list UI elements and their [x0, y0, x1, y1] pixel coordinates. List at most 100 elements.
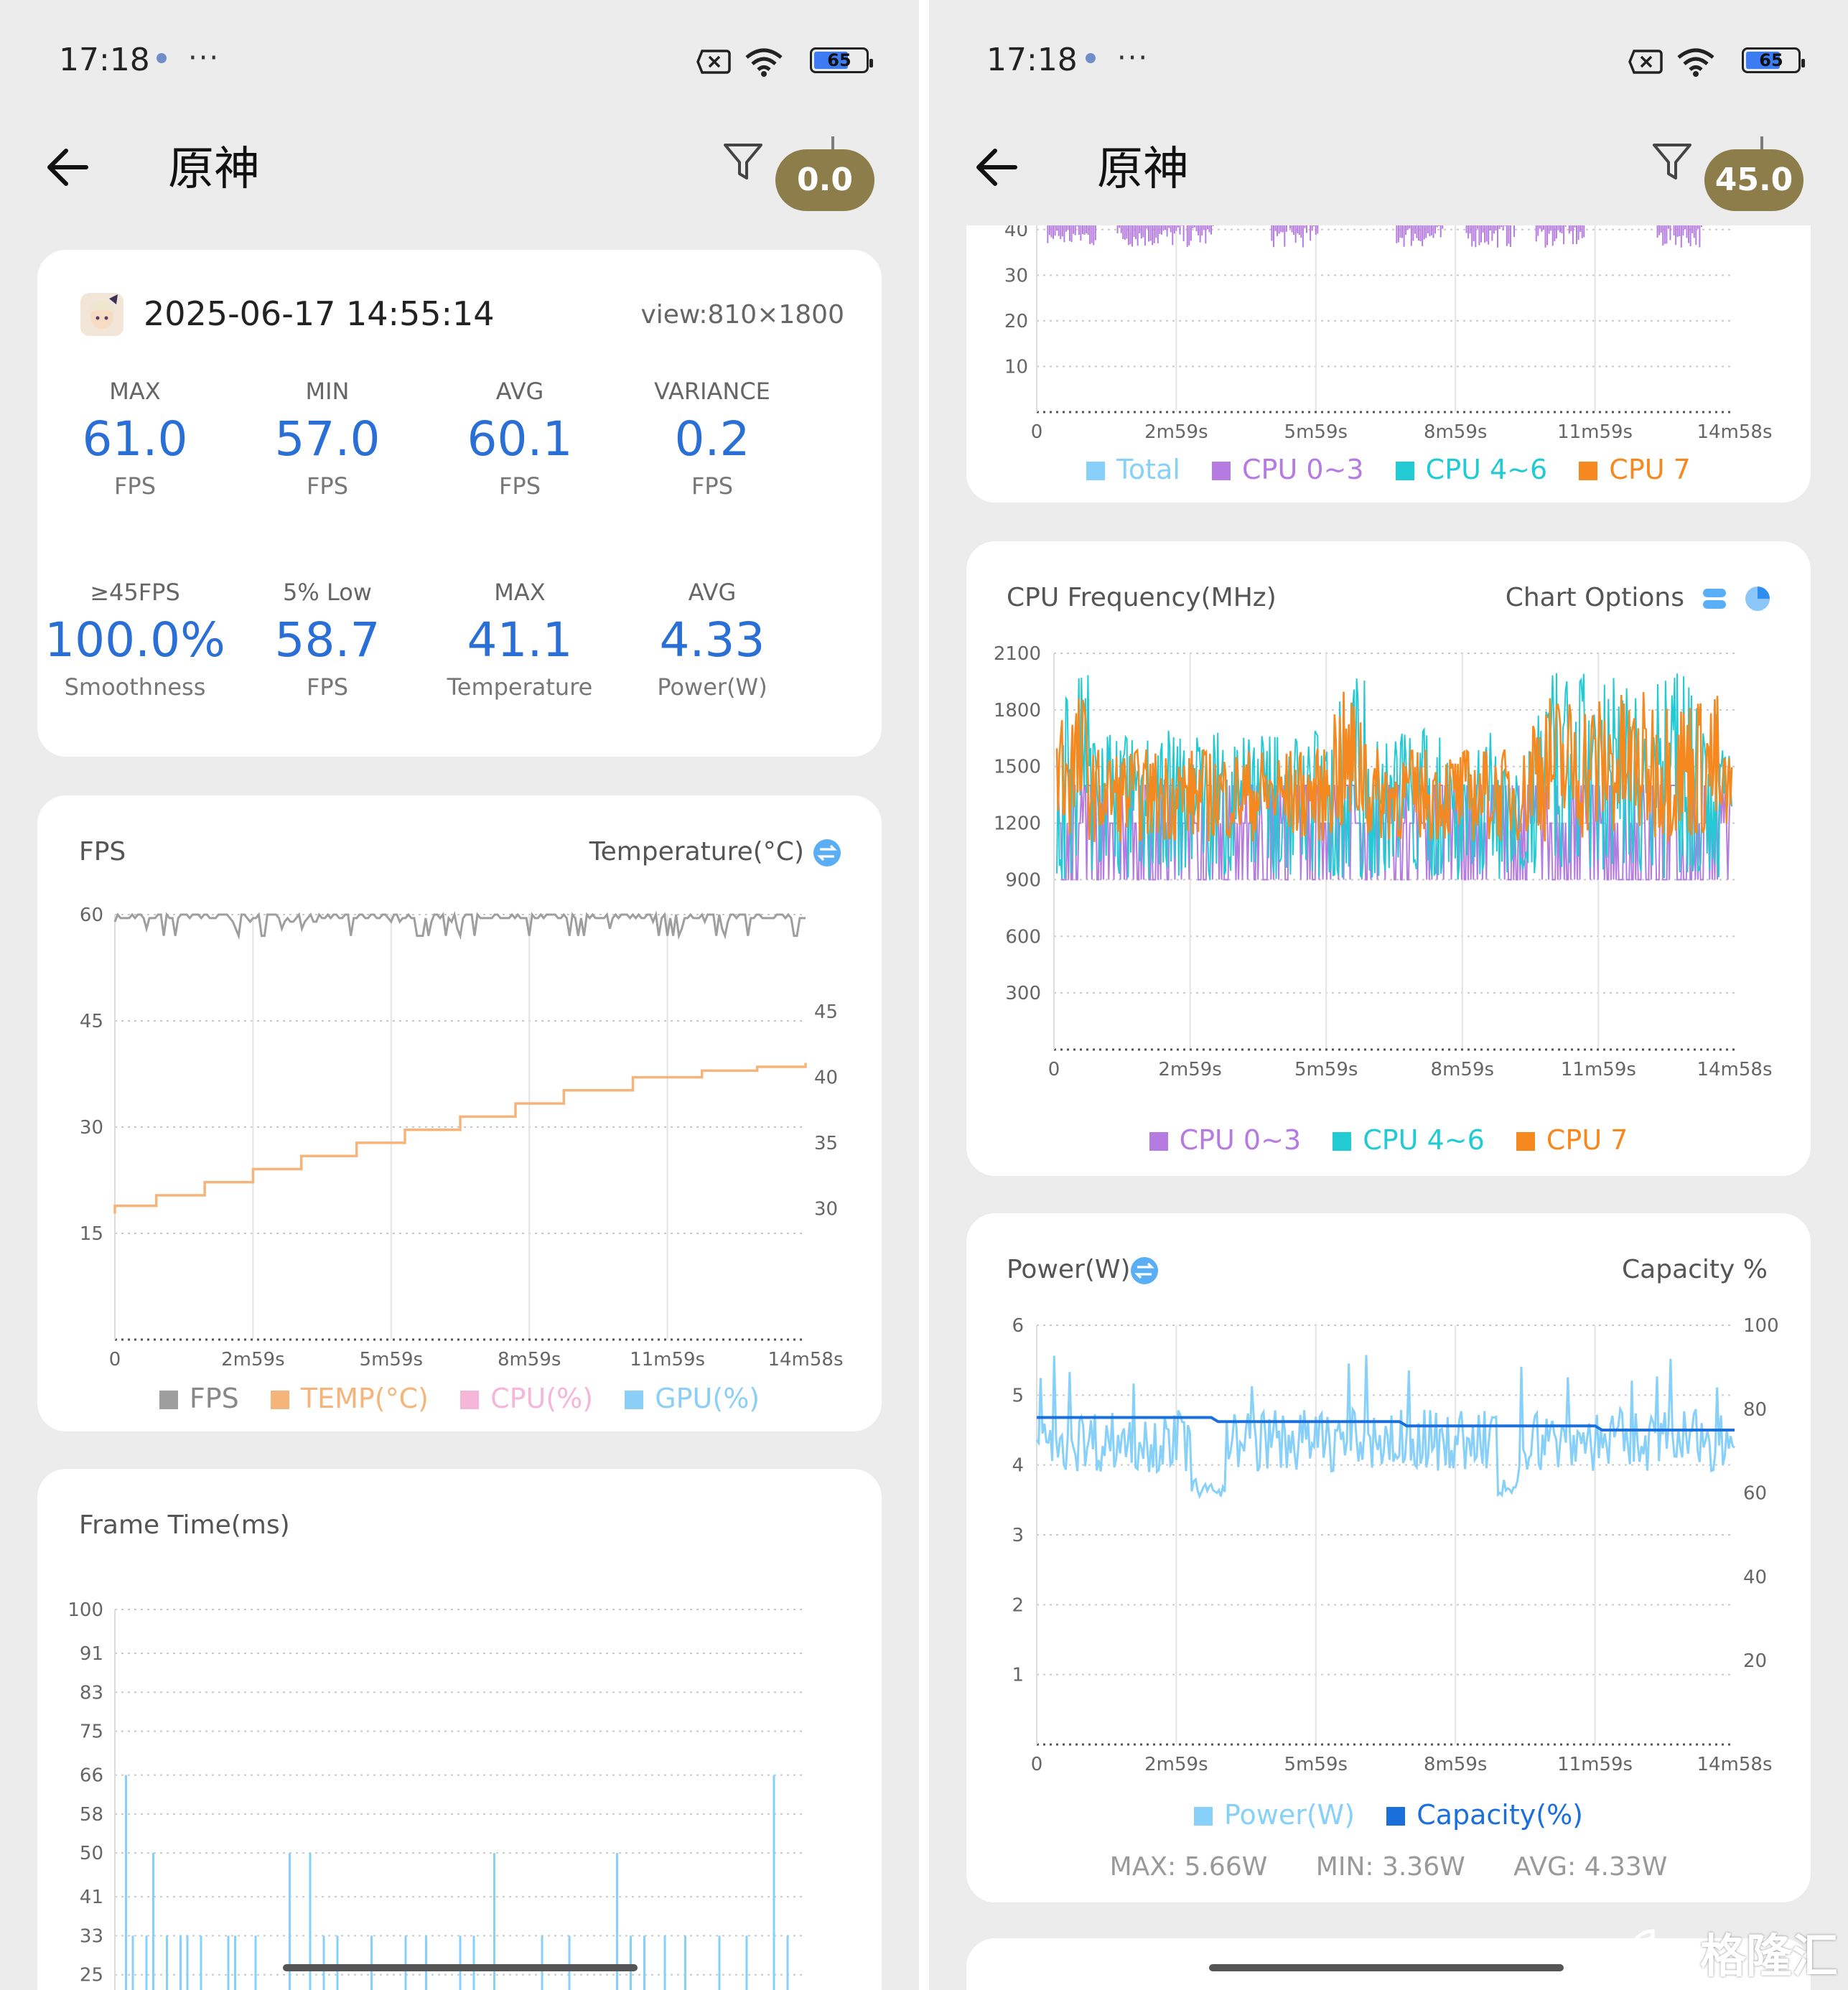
cpu-4-6-frequency-line: [1056, 673, 1732, 880]
chart-title: FPS: [79, 837, 126, 866]
x-tick-label: 8m59s: [498, 1349, 561, 1370]
legend-fps[interactable]: FPS: [159, 1383, 239, 1414]
x-tick-label: 11m59s: [1557, 421, 1633, 443]
legend-cpu[interactable]: CPU(%): [460, 1383, 593, 1414]
legend-swatch: [1149, 1132, 1168, 1151]
status-bar: 17:18 ··· 65: [929, 0, 1848, 122]
stat-5pct-low: 5% Low 58.7 FPS: [231, 579, 424, 701]
legend-cpu-0-3[interactable]: CPU 0~3: [1212, 454, 1364, 485]
x-tick-label: 0: [109, 1349, 121, 1370]
x-tick-label: 2m59s: [1144, 1754, 1208, 1775]
y-tick-label: 75: [80, 1722, 103, 1743]
y-tick-label: 33: [80, 1925, 103, 1947]
back-arrow-icon[interactable]: [43, 142, 93, 192]
battery-level: 65: [1759, 50, 1783, 70]
x-tick-label: 2m59s: [1144, 421, 1208, 443]
power-card: Power(W) Capacity % 1 2 3 4 5 6 0 2m59s 5m59s 8m5…: [966, 1213, 1811, 1902]
power-summary: MAX: 5.66W MIN: 3.36W AVG: 4.33W: [966, 1852, 1811, 1882]
y-tick-label: 41: [80, 1887, 103, 1908]
app-bar: 原神 45.0: [929, 122, 1848, 223]
x-tick-label: 2m59s: [221, 1349, 285, 1370]
y-tick-label: 30: [1004, 265, 1028, 286]
stat-value: 60.1: [467, 411, 573, 467]
filter-icon[interactable]: [1647, 136, 1697, 187]
legend-cpu-7[interactable]: CPU 7: [1579, 454, 1691, 485]
battery-icon: 65: [810, 47, 873, 73]
frame-time-chart: 16253341505866758391100: [67, 1599, 806, 1990]
x-tick-label: 0: [1031, 1754, 1043, 1775]
pie-chart-icon[interactable]: [1743, 584, 1772, 613]
home-indicator[interactable]: [1209, 1964, 1564, 1971]
stat-label: AVG: [495, 378, 544, 405]
x-tick-label: 5m59s: [1294, 1059, 1358, 1080]
watermark: 格隆汇: [1627, 1920, 1838, 1984]
y-tick-label: 5: [1012, 1385, 1024, 1406]
x-tick-label: 8m59s: [1431, 1059, 1495, 1080]
y2-tick-label: 40: [814, 1068, 838, 1089]
y-tick-label: 2100: [994, 643, 1041, 665]
legend-label: CPU 7: [1546, 1124, 1628, 1156]
legend-swatch: [1333, 1132, 1352, 1151]
legend-capacity[interactable]: Capacity(%): [1386, 1799, 1583, 1831]
more-notifications-icon: ···: [188, 42, 220, 75]
y-tick-label: 83: [80, 1682, 103, 1704]
x-tick-label: 5m59s: [1284, 1754, 1348, 1775]
y-tick-label: 1: [1012, 1665, 1024, 1686]
x-tick-label: 14m58s: [767, 1349, 843, 1370]
stat-value: 100.0%: [45, 612, 225, 668]
app-bar: 原神 0.0: [0, 122, 919, 223]
x-tick-label: 14m58s: [1697, 1059, 1772, 1080]
y2-tick-label: 45: [814, 1001, 838, 1023]
legend-gpu[interactable]: GPU(%): [625, 1383, 760, 1414]
summary-card: 2025-06-17 14:55:14 view:810×1800 MAX 61…: [37, 250, 882, 757]
home-indicator[interactable]: [283, 1964, 638, 1971]
stat-label: 5% Low: [283, 579, 372, 606]
x-tick-label: 11m59s: [1561, 1059, 1636, 1080]
fps-score-badge[interactable]: 45.0: [1704, 149, 1803, 211]
back-arrow-icon[interactable]: [972, 142, 1022, 192]
fps-score-badge[interactable]: 0.0: [775, 149, 874, 211]
cpu-0-3-frequency-line: [1057, 785, 1732, 881]
y-tick-label: 45: [80, 1011, 103, 1032]
x-tick-label: 14m58s: [1697, 1754, 1772, 1775]
legend-swatch: [1395, 462, 1414, 480]
notification-dot-icon: [157, 53, 167, 63]
legend-label: Total: [1116, 454, 1180, 485]
legend-label: CPU 4~6: [1425, 454, 1548, 485]
x-tick-label: 0: [1048, 1059, 1060, 1080]
stat-value: 41.1: [467, 612, 573, 668]
page-title: 原神: [1097, 143, 1189, 196]
swap-axis-icon[interactable]: [813, 838, 841, 867]
legend-power[interactable]: Power(W): [1193, 1799, 1355, 1831]
swap-axis-icon[interactable]: [1130, 1256, 1159, 1285]
legend-cpu-7[interactable]: CPU 7: [1516, 1124, 1628, 1156]
filter-icon[interactable]: [718, 136, 768, 187]
stat-max-fps: MAX 61.0 FPS: [39, 378, 231, 500]
stat-unit: Power(W): [657, 673, 767, 701]
legend-swatch: [270, 1391, 289, 1409]
session-timestamp: 2025-06-17 14:55:14: [144, 294, 495, 333]
fps-chart-card: FPS Temperature(°C) 15 30 45 60 0 2m59s 5m59s 8…: [37, 795, 882, 1431]
chart-options-button[interactable]: Chart Options: [1505, 583, 1684, 612]
legend-cpu-4-6[interactable]: CPU 4~6: [1395, 454, 1548, 485]
stat-min-fps: MIN 57.0 FPS: [231, 378, 424, 500]
legend-temp[interactable]: TEMP(°C): [270, 1383, 429, 1414]
legend-cpu-0-3[interactable]: CPU 0~3: [1149, 1124, 1302, 1156]
stat-avg-power: AVG 4.33 Power(W): [616, 579, 808, 701]
cpu-frequency-card: CPU Frequency(MHz) Chart Options 300 600 9…: [966, 541, 1811, 1176]
stat-label: MAX: [109, 378, 161, 405]
status-icons: 65: [696, 45, 873, 80]
y-tick-label: 25: [80, 1965, 103, 1986]
cpu-frequency-legend: CPU 0~3 CPU 4~6 CPU 7: [966, 1124, 1811, 1156]
legend-total[interactable]: Total: [1086, 454, 1180, 485]
legend-label: CPU 0~3: [1179, 1124, 1302, 1156]
frame-time-card: Frame Time(ms) 16253341505866758391100: [37, 1469, 882, 1990]
capacity-axis-label: Capacity %: [1622, 1255, 1768, 1284]
stat-value: 61.0: [82, 411, 188, 467]
power-min: MIN: 3.36W: [1315, 1852, 1465, 1882]
x-tick-label: 0: [1031, 421, 1043, 443]
legend-label: CPU 7: [1609, 454, 1691, 485]
battery-icon: 65: [1742, 47, 1805, 73]
legend-cpu-4-6[interactable]: CPU 4~6: [1333, 1124, 1485, 1156]
layers-icon[interactable]: [1700, 584, 1729, 613]
